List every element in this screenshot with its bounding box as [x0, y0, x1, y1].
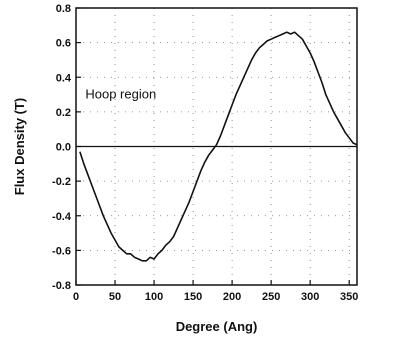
y-tick-label: -0.2 — [52, 176, 71, 188]
x-tick-label: 300 — [301, 291, 319, 303]
series-layer — [79, 31, 358, 262]
x-tick-label: 0 — [73, 291, 79, 303]
y-tick-label: 0.0 — [56, 142, 71, 154]
x-axis-title: Degree (Ang) — [176, 319, 258, 334]
y-tick-label: 0.8 — [56, 3, 71, 15]
x-tick-label: 250 — [262, 291, 280, 303]
y-tick-label: 0.4 — [56, 72, 72, 84]
x-tick-label: 350 — [340, 291, 358, 303]
x-axis: 0 50 100 150 200 250 300 350 — [73, 280, 358, 303]
x-tick-label: 200 — [223, 291, 241, 303]
x-tick-label: 100 — [145, 291, 163, 303]
grid-lines — [76, 8, 357, 285]
series-line-0 — [79, 31, 358, 262]
y-tick-label: 0.6 — [56, 38, 71, 50]
y-tick-label: -0.6 — [52, 245, 71, 257]
x-tick-label: 150 — [184, 291, 202, 303]
y-tick-label: -0.4 — [52, 211, 72, 223]
y-axis-title: Flux Density (T) — [12, 98, 27, 196]
y-tick-label: -0.8 — [52, 280, 71, 292]
hoop-region-annotation: Hoop region — [85, 87, 156, 102]
y-tick-label: 0.2 — [56, 107, 71, 119]
x-tick-label: 50 — [109, 291, 121, 303]
y-axis: -0.8 -0.6 -0.4 -0.2 0.0 0.2 0.4 0.6 0.8 — [52, 3, 81, 292]
